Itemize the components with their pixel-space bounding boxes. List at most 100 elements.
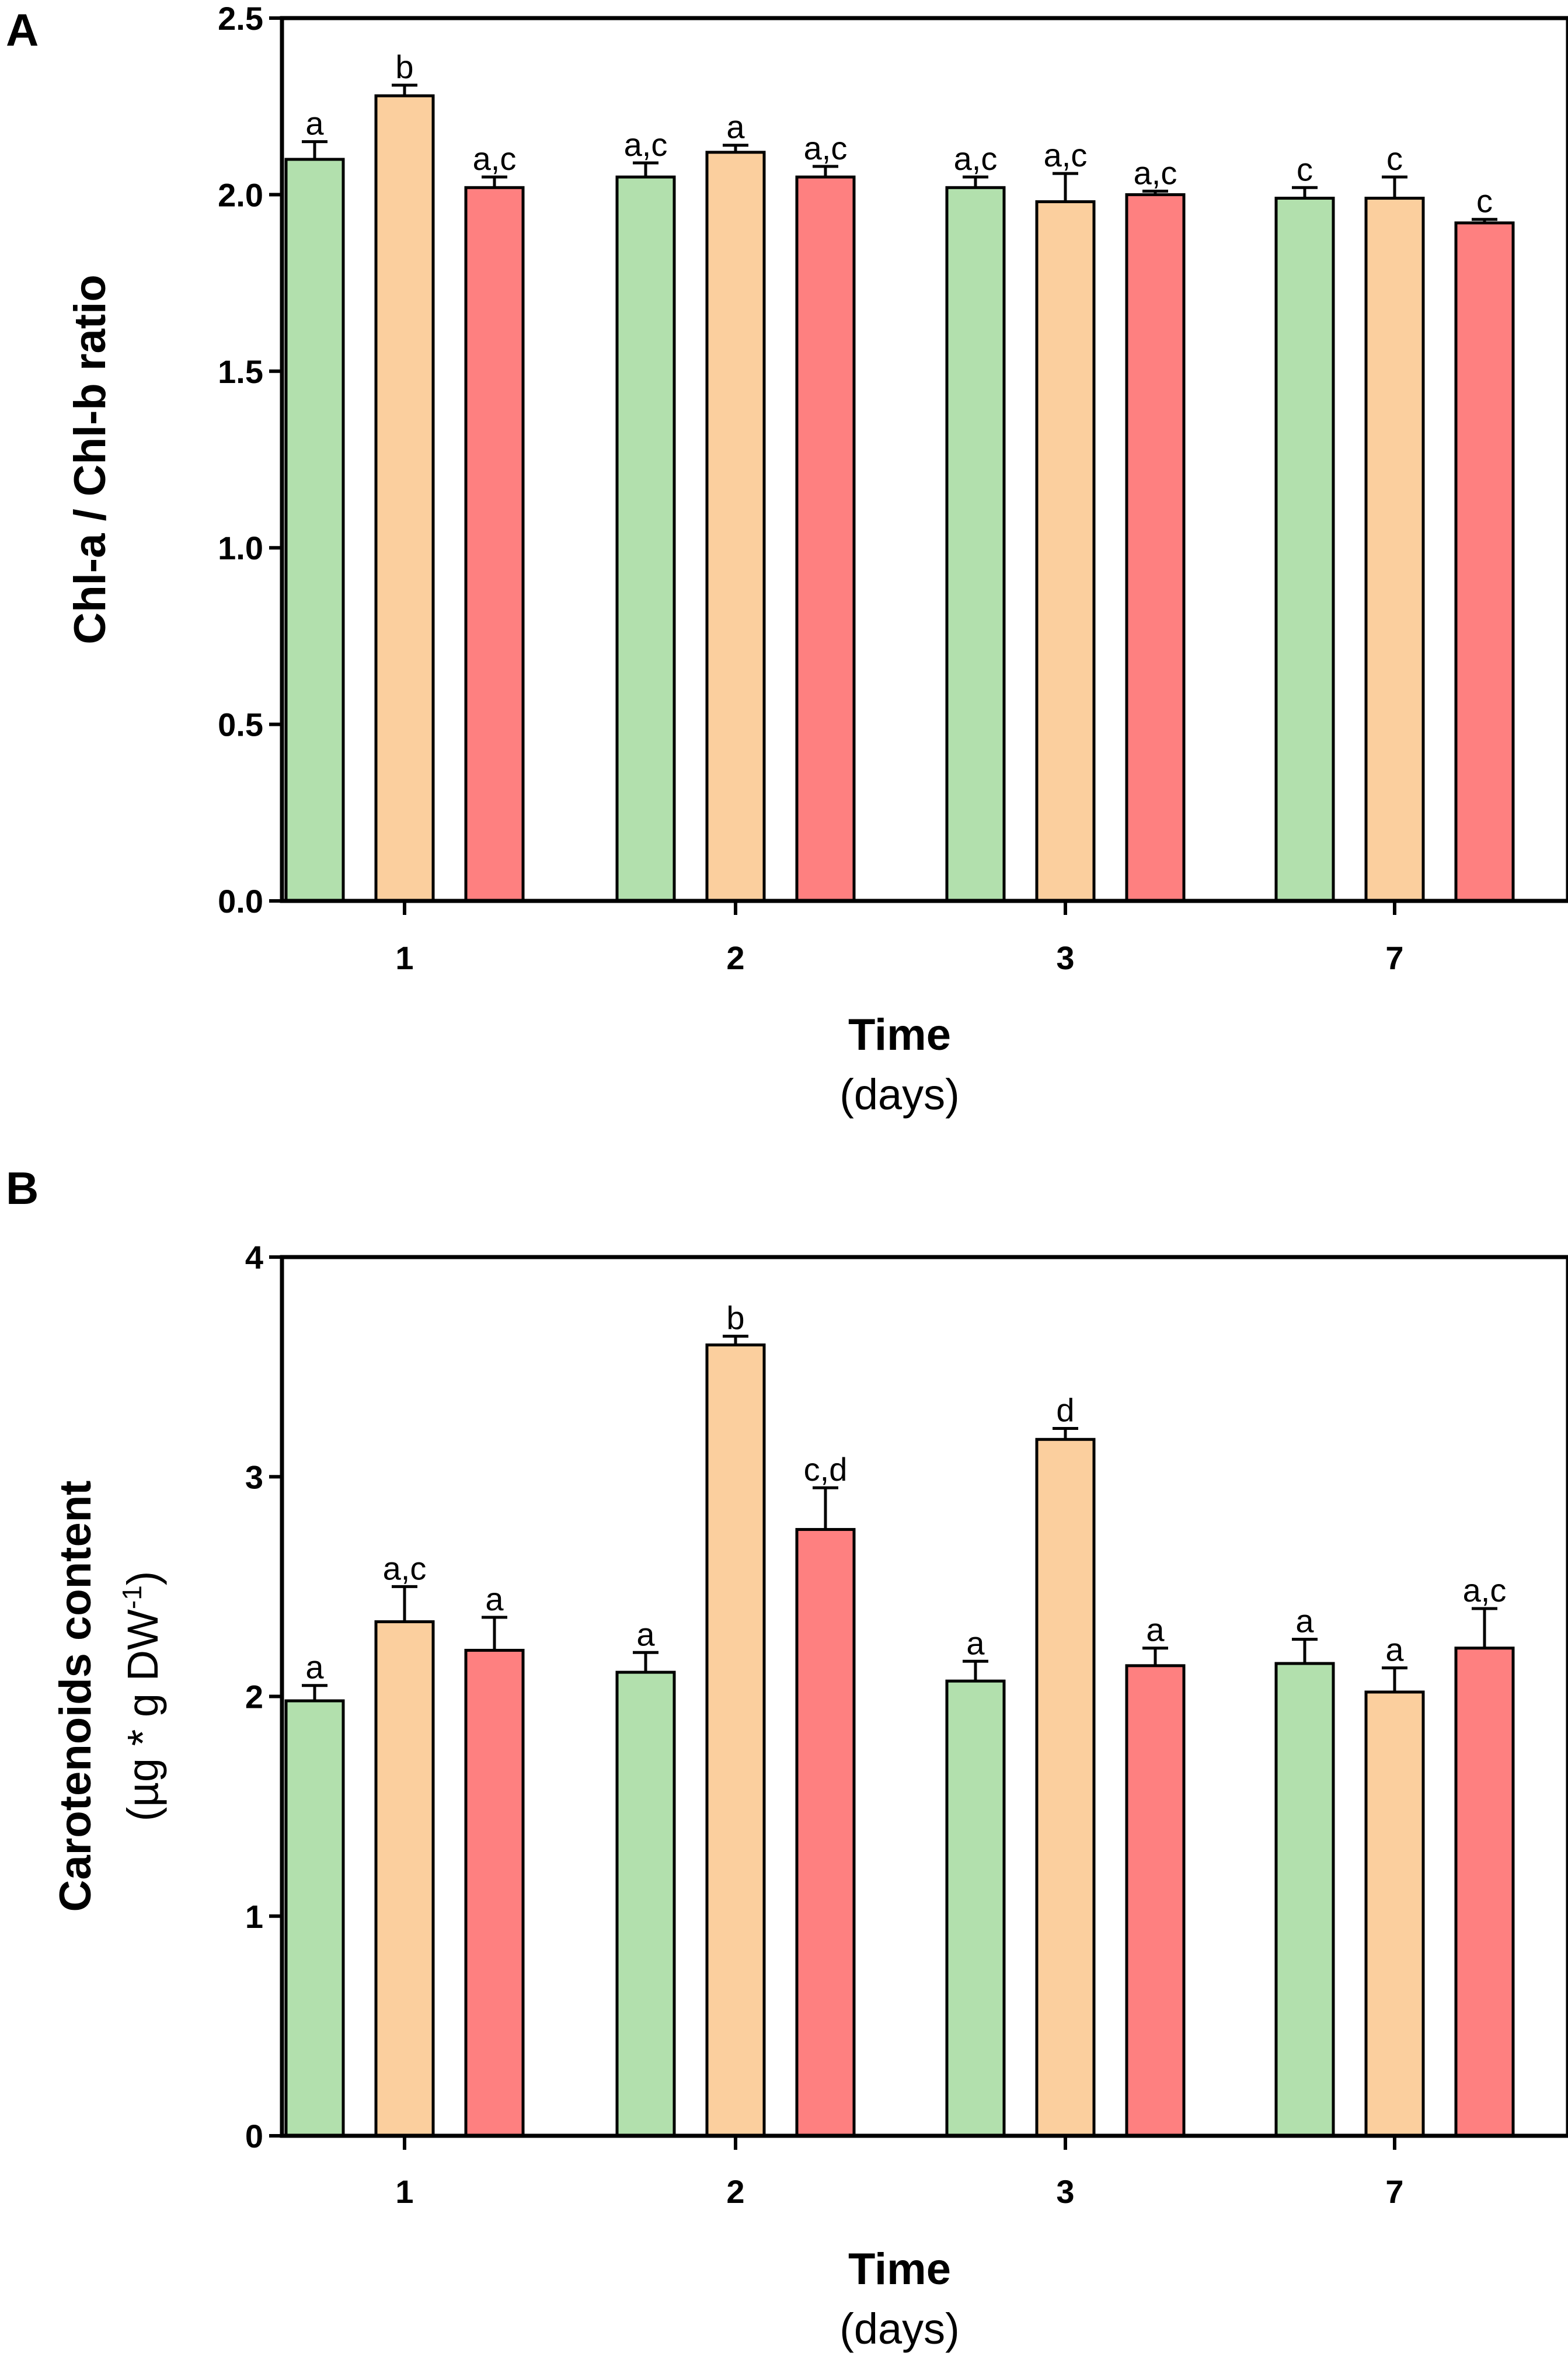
panel-b-x-axis-subtitle: (days) <box>839 2305 960 2353</box>
bar-green-1 <box>284 1699 345 2138</box>
bar-green-1 <box>284 158 345 903</box>
bar-red-2 <box>795 1528 856 2138</box>
panel-b: B 0 1 2 3 4 a a a a a,c b d a a c,d a a,c 1 2 3 7 Caroteno… <box>6 1162 1568 2353</box>
panel-a-y-ticks: 0.0 0.5 1.0 1.5 2.0 2.5 <box>218 0 282 920</box>
x-tick-label: 7 <box>1385 2173 1403 2210</box>
significance-label: a,c <box>473 140 517 177</box>
error-bar <box>1142 1647 1168 1666</box>
significance-label: c,d <box>804 1451 848 1488</box>
y-tick-label: 1.0 <box>218 530 263 566</box>
error-bar <box>1292 1638 1318 1664</box>
panel-a-x-axis-subtitle: (days) <box>839 1070 960 1119</box>
y-tick-label: 4 <box>245 1239 263 1276</box>
bar-red-3 <box>1125 1664 1186 2138</box>
y-tick-label: 1.5 <box>218 353 263 390</box>
significance-label: a <box>305 105 324 142</box>
panel-a: A 0.0 0.5 1.0 1.5 2.0 2.5 a a,c a,c c b a a,c c a,c a,… <box>6 0 1568 1119</box>
panel-a-error-bars <box>302 83 1497 223</box>
error-bar <box>633 161 658 177</box>
significance-label: a,c <box>1134 154 1177 191</box>
x-tick-label: 1 <box>395 939 413 976</box>
y-tick-label: 1 <box>245 1898 263 1935</box>
error-bar <box>1053 172 1078 202</box>
bar-red-1 <box>464 1648 525 2138</box>
error-bar <box>302 1684 327 1701</box>
bar-red-3 <box>1125 193 1186 903</box>
error-bar <box>302 140 327 159</box>
bar-orange-1 <box>374 94 435 903</box>
bar-red-7 <box>1454 1647 1515 2138</box>
y-tick-label: 0.5 <box>218 706 263 743</box>
significance-label: a <box>305 1649 324 1686</box>
x-tick-label: 7 <box>1385 939 1403 976</box>
panel-a-letter: A <box>6 4 39 55</box>
panel-b-error-bars <box>302 1334 1497 1701</box>
error-bar <box>1382 1666 1407 1692</box>
y-tick-label: 2 <box>245 1679 263 1715</box>
y-tick-label: 0 <box>245 2118 263 2154</box>
panel-b-significance-labels: a a a a a,c b d a a c,d a a,c <box>305 1299 1506 1685</box>
significance-label: a,c <box>804 130 848 166</box>
bar-red-2 <box>795 175 856 903</box>
significance-label: c <box>1476 183 1493 220</box>
bar-green-2 <box>615 175 676 903</box>
significance-label: d <box>1056 1391 1074 1428</box>
panel-b-y-ticks: 0 1 2 3 4 <box>245 1239 282 2154</box>
x-tick-label: 3 <box>1056 939 1074 976</box>
panel-b-bars <box>284 1343 1515 2138</box>
error-bar <box>482 1616 507 1651</box>
error-bar <box>1142 189 1168 195</box>
bar-orange-3 <box>1035 200 1096 903</box>
panel-a-x-axis-title: Time <box>848 1010 951 1060</box>
x-tick-label: 1 <box>395 2173 413 2210</box>
bar-red-1 <box>464 186 525 903</box>
panel-a-y-axis-title: Chl-a / Chl-b ratio <box>65 274 115 644</box>
y-tick-label: 3 <box>245 1459 263 1495</box>
significance-label: a,c <box>624 126 668 163</box>
error-bar <box>723 144 748 152</box>
error-bar <box>1472 1607 1497 1648</box>
panel-a-significance-labels: a a,c a,c c b a a,c c a,c a,c a,c c <box>305 48 1493 220</box>
bar-orange-7 <box>1364 196 1425 903</box>
error-bar <box>963 175 988 188</box>
panel-b-x-axis-title: Time <box>848 2244 951 2294</box>
panel-b-y-axis-title: Carotenoids content <box>51 1481 100 1912</box>
error-bar <box>963 1659 988 1682</box>
panel-a-x-ticks: 1 2 3 7 <box>395 901 1404 976</box>
bar-orange-1 <box>374 1620 435 2138</box>
x-tick-label: 2 <box>726 939 744 976</box>
bar-green-3 <box>945 186 1006 903</box>
significance-label: b <box>395 48 413 85</box>
panel-a-bars <box>284 94 1515 903</box>
bar-orange-3 <box>1035 1437 1096 2138</box>
x-tick-label: 3 <box>1056 2173 1074 2210</box>
error-bar <box>813 1486 838 1530</box>
significance-label: a <box>1385 1631 1404 1668</box>
significance-label: a,c <box>1463 1572 1507 1609</box>
y-tick-label: 2.0 <box>218 176 263 213</box>
significance-label: b <box>726 1299 744 1336</box>
error-bar <box>482 175 507 188</box>
bar-orange-2 <box>705 151 766 903</box>
error-bar <box>1472 218 1497 223</box>
significance-label: a <box>1146 1611 1165 1648</box>
significance-label: a,c <box>954 140 998 177</box>
bar-green-7 <box>1274 196 1335 903</box>
error-bar <box>1292 186 1318 199</box>
significance-label: c <box>1386 140 1403 177</box>
error-bar <box>723 1334 748 1345</box>
error-bar <box>1382 175 1407 199</box>
significance-label: a,c <box>1044 137 1088 173</box>
error-bar <box>1053 1426 1078 1440</box>
panel-b-letter: B <box>6 1162 39 1214</box>
panel-b-y-axis-subtitle: (µg * g DW-1) <box>117 1571 167 1822</box>
significance-label: c <box>1297 151 1313 187</box>
significance-label: a <box>726 109 745 145</box>
panel-a-plot-frame <box>280 16 1568 903</box>
error-bar <box>633 1651 658 1673</box>
error-bar <box>392 83 417 96</box>
x-tick-label: 2 <box>726 2173 744 2210</box>
panel-b-plot-frame <box>280 1255 1568 2138</box>
bar-green-7 <box>1274 1662 1335 2138</box>
